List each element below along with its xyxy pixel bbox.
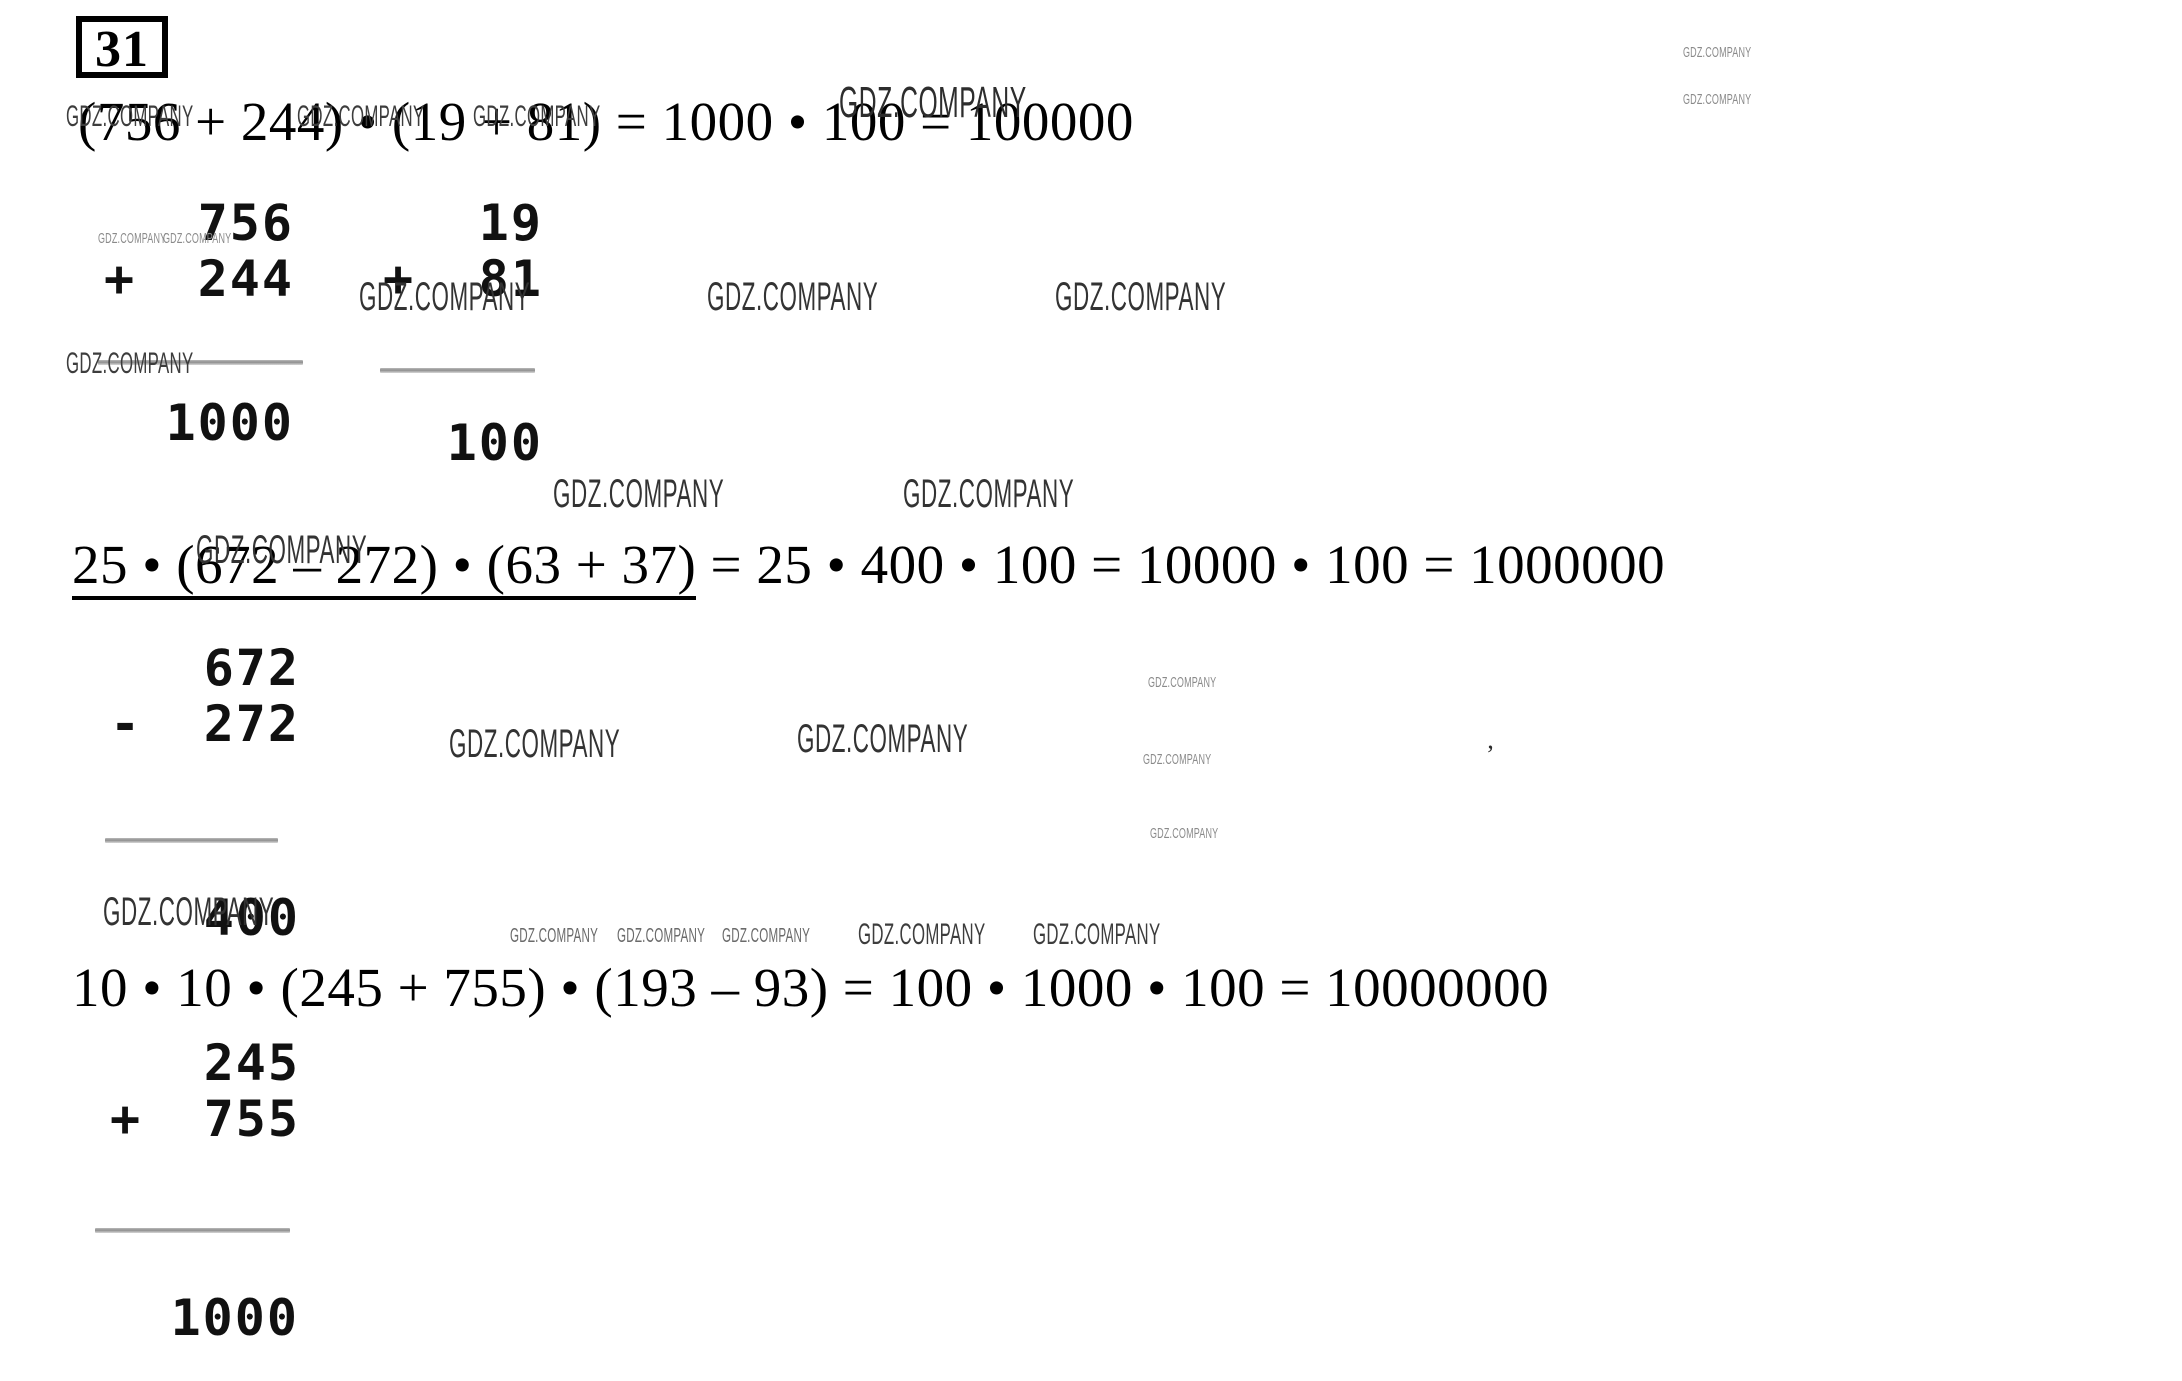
column-calc-19-plus-81: + 19 81 xyxy=(383,195,543,307)
calc-result: 1000 xyxy=(165,394,294,452)
watermark-text: GDZ.COMPANY xyxy=(903,472,1075,516)
column-calc-756-plus-244: + 756 244 xyxy=(104,195,294,307)
operator-sign-minus: - xyxy=(110,695,143,753)
operand-top: 672 xyxy=(203,639,300,697)
watermark-text: GDZ.COMPANY xyxy=(617,925,706,947)
watermark-text: GDZ.COMPANY xyxy=(1033,918,1161,951)
watermark-text: GDZ.COMPANY xyxy=(1055,275,1227,319)
operand-bottom: 244 xyxy=(197,250,294,308)
watermark-text: GDZ.COMPANY xyxy=(1143,751,1212,768)
watermark-text: GDZ.COMPANY xyxy=(449,722,621,766)
watermark-text: GDZ.COMPANY xyxy=(1683,44,1752,61)
watermark-text: GDZ.COMPANY xyxy=(553,472,725,516)
stray-tick-mark: ’ xyxy=(1486,740,1495,769)
calc-rule-line-1 xyxy=(98,360,303,365)
column-calc-result-3: 400 xyxy=(110,890,300,946)
watermark-text: GDZ.COMPANY xyxy=(1683,91,1752,108)
column-calc-result-1: 1000 xyxy=(104,395,294,451)
watermark-text: GDZ.COMPANY xyxy=(1150,825,1219,842)
watermark-text: GDZ.COMPANY xyxy=(1148,674,1217,691)
calc-rule-line-4 xyxy=(95,1228,290,1233)
equation-2-underlined: 25 • (672 – 272) • (63 + 37) xyxy=(72,534,697,600)
equation-line-2: 25 • (672 – 272) • (63 + 37) = 25 • 400 … xyxy=(72,534,1666,600)
operator-sign-plus: + xyxy=(110,1090,143,1148)
watermark-text: GDZ.COMPANY xyxy=(510,925,599,947)
calc-result: 100 xyxy=(446,414,543,472)
calc-rule-line-2 xyxy=(380,368,535,373)
operand-top: 756 xyxy=(197,194,294,252)
exercise-number-badge: 31 xyxy=(76,16,168,78)
watermark-text: GDZ.COMPANY xyxy=(858,918,986,951)
column-calc-result-2: 100 xyxy=(383,415,543,471)
equation-line-3: 10 • 10 • (245 + 755) • (193 – 93) = 100… xyxy=(72,957,1550,1018)
watermark-text: GDZ.COMPANY xyxy=(797,717,969,761)
equation-2-rest: = 25 • 400 • 100 = 10000 • 100 = 1000000 xyxy=(696,534,1666,595)
operator-sign-plus: + xyxy=(383,250,416,308)
calc-rule-line-3 xyxy=(105,838,278,843)
column-calc-result-4: 1000 xyxy=(104,1290,299,1346)
operand-bottom: 81 xyxy=(478,250,543,308)
watermark-text: GDZ.COMPANY xyxy=(707,275,879,319)
equation-line-1: (756 + 244) • (19 + 81) = 1000 • 100 = 1… xyxy=(78,91,1134,152)
calc-result: 400 xyxy=(203,889,300,947)
operand-bottom: 755 xyxy=(203,1090,300,1148)
operand-bottom: 272 xyxy=(203,695,300,753)
operand-top: 245 xyxy=(203,1034,300,1092)
operator-sign-plus: + xyxy=(104,250,137,308)
column-calc-672-minus-272: - 672 272 xyxy=(110,640,300,752)
operand-top: 19 xyxy=(478,194,543,252)
column-calc-245-plus-755: + 245 755 xyxy=(110,1035,300,1147)
calc-result: 1000 xyxy=(170,1289,299,1347)
watermark-text: GDZ.COMPANY xyxy=(722,925,811,947)
